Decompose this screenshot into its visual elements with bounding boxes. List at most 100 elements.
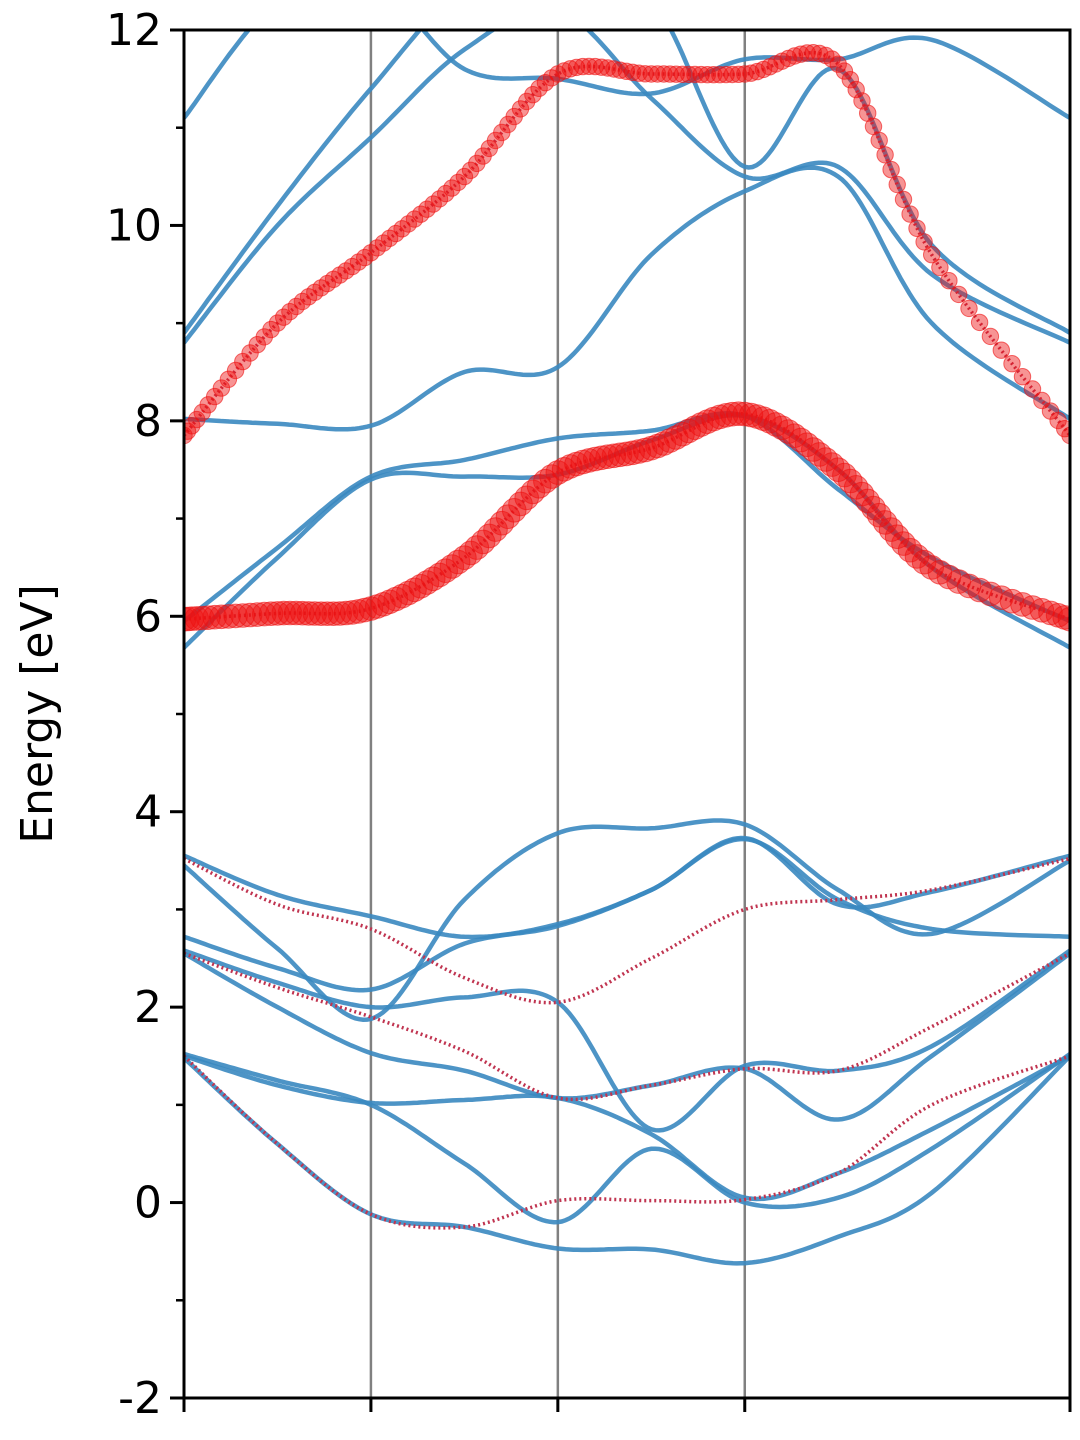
weight-point	[645, 433, 670, 459]
y-tick-label: 6	[134, 591, 162, 642]
weight-point	[315, 601, 340, 627]
band-lines	[184, 30, 1070, 1266]
weight-point	[950, 285, 968, 304]
y-tick-label: 8	[134, 396, 162, 447]
weight-point	[1013, 368, 1032, 386]
weight-point	[349, 253, 368, 271]
band-line-2	[184, 1053, 1070, 1202]
y-tick-label: 4	[134, 787, 162, 838]
weight-point	[321, 601, 346, 627]
weight-point	[1041, 402, 1060, 420]
weight-point	[992, 341, 1010, 359]
weight-point	[692, 65, 710, 84]
weight-point	[1003, 355, 1021, 373]
y-tick-label: 2	[134, 982, 162, 1033]
weight-point	[732, 401, 758, 427]
weight-point	[567, 58, 586, 77]
weight-point	[698, 66, 717, 84]
weight-point	[636, 65, 654, 83]
weight-point	[244, 602, 270, 627]
weight-point	[981, 327, 1000, 346]
weight-point	[923, 246, 941, 264]
weight-point	[661, 65, 679, 83]
weight-point	[511, 100, 530, 118]
weight-point	[226, 361, 245, 380]
weight-point	[623, 63, 642, 82]
weight-point	[723, 65, 741, 84]
weight-point	[299, 288, 318, 306]
weight-point	[630, 64, 648, 82]
plot-frame	[182, 28, 1072, 1400]
weight-point	[251, 601, 277, 627]
weight-point	[667, 65, 685, 83]
weight-point	[829, 55, 847, 73]
weight-point	[258, 601, 284, 627]
weight-point	[720, 401, 745, 427]
weight-point	[704, 66, 723, 84]
weight-point	[595, 444, 621, 470]
weight-point	[586, 57, 604, 76]
weight-point	[686, 65, 704, 84]
weight-point	[468, 154, 486, 173]
weight-point	[891, 531, 916, 556]
x-axis-ticks	[182, 1398, 1072, 1412]
band-line-1	[184, 1051, 1070, 1225]
weight-point	[230, 603, 256, 628]
weight-point	[545, 460, 571, 485]
weight-point	[726, 401, 751, 427]
weight-point	[695, 409, 720, 435]
weight-point	[876, 146, 894, 164]
weight-point	[601, 443, 627, 469]
weight-point	[308, 601, 334, 627]
weight-point	[655, 65, 673, 83]
weight-point	[255, 328, 273, 346]
weight-point	[757, 409, 783, 434]
weight-point	[265, 601, 290, 626]
weight-point	[283, 600, 309, 626]
weight-point	[219, 370, 238, 388]
weight-point	[717, 65, 735, 84]
weight-point	[396, 580, 421, 606]
weight-point	[940, 272, 958, 290]
weighted-band-line-15	[184, 411, 1070, 621]
weight-point	[271, 600, 297, 626]
weight-point	[908, 219, 926, 238]
weight-point	[327, 601, 353, 626]
weight-point	[296, 601, 321, 626]
weight-point	[792, 45, 810, 63]
band-line-4	[184, 948, 1070, 1133]
weight-point	[306, 283, 324, 301]
weight-markers	[184, 44, 1070, 1230]
y-tick-label: 12	[106, 5, 162, 56]
weight-point	[614, 441, 639, 467]
weight-point	[551, 457, 577, 482]
band-line-11	[184, 30, 1070, 345]
weight-point	[371, 592, 396, 617]
band-line-13	[184, 30, 1070, 120]
weight-point	[333, 600, 359, 626]
weight-point	[189, 605, 215, 631]
weight-point	[580, 57, 598, 76]
weight-point	[648, 65, 667, 83]
weight-point	[582, 446, 608, 472]
weighted-band-line-16	[184, 1054, 1070, 1230]
y-axis-label: Energy [eV]	[12, 584, 63, 844]
band-line-0	[184, 1054, 1070, 1266]
weight-point	[970, 313, 989, 332]
weight-point	[202, 604, 227, 630]
band-line-9	[184, 411, 1070, 624]
weight-point	[901, 205, 919, 223]
weight-point	[915, 233, 933, 251]
weight-point	[1010, 592, 1035, 617]
weight-point	[682, 415, 708, 441]
band-line-5	[184, 836, 1070, 993]
weight-point	[518, 92, 536, 111]
weight-point	[673, 65, 692, 84]
weight-point	[713, 403, 739, 428]
weight-point	[888, 175, 906, 194]
weight-point	[223, 603, 248, 629]
weight-point	[290, 600, 315, 626]
weight-point	[769, 415, 795, 441]
weight-point	[209, 604, 234, 630]
